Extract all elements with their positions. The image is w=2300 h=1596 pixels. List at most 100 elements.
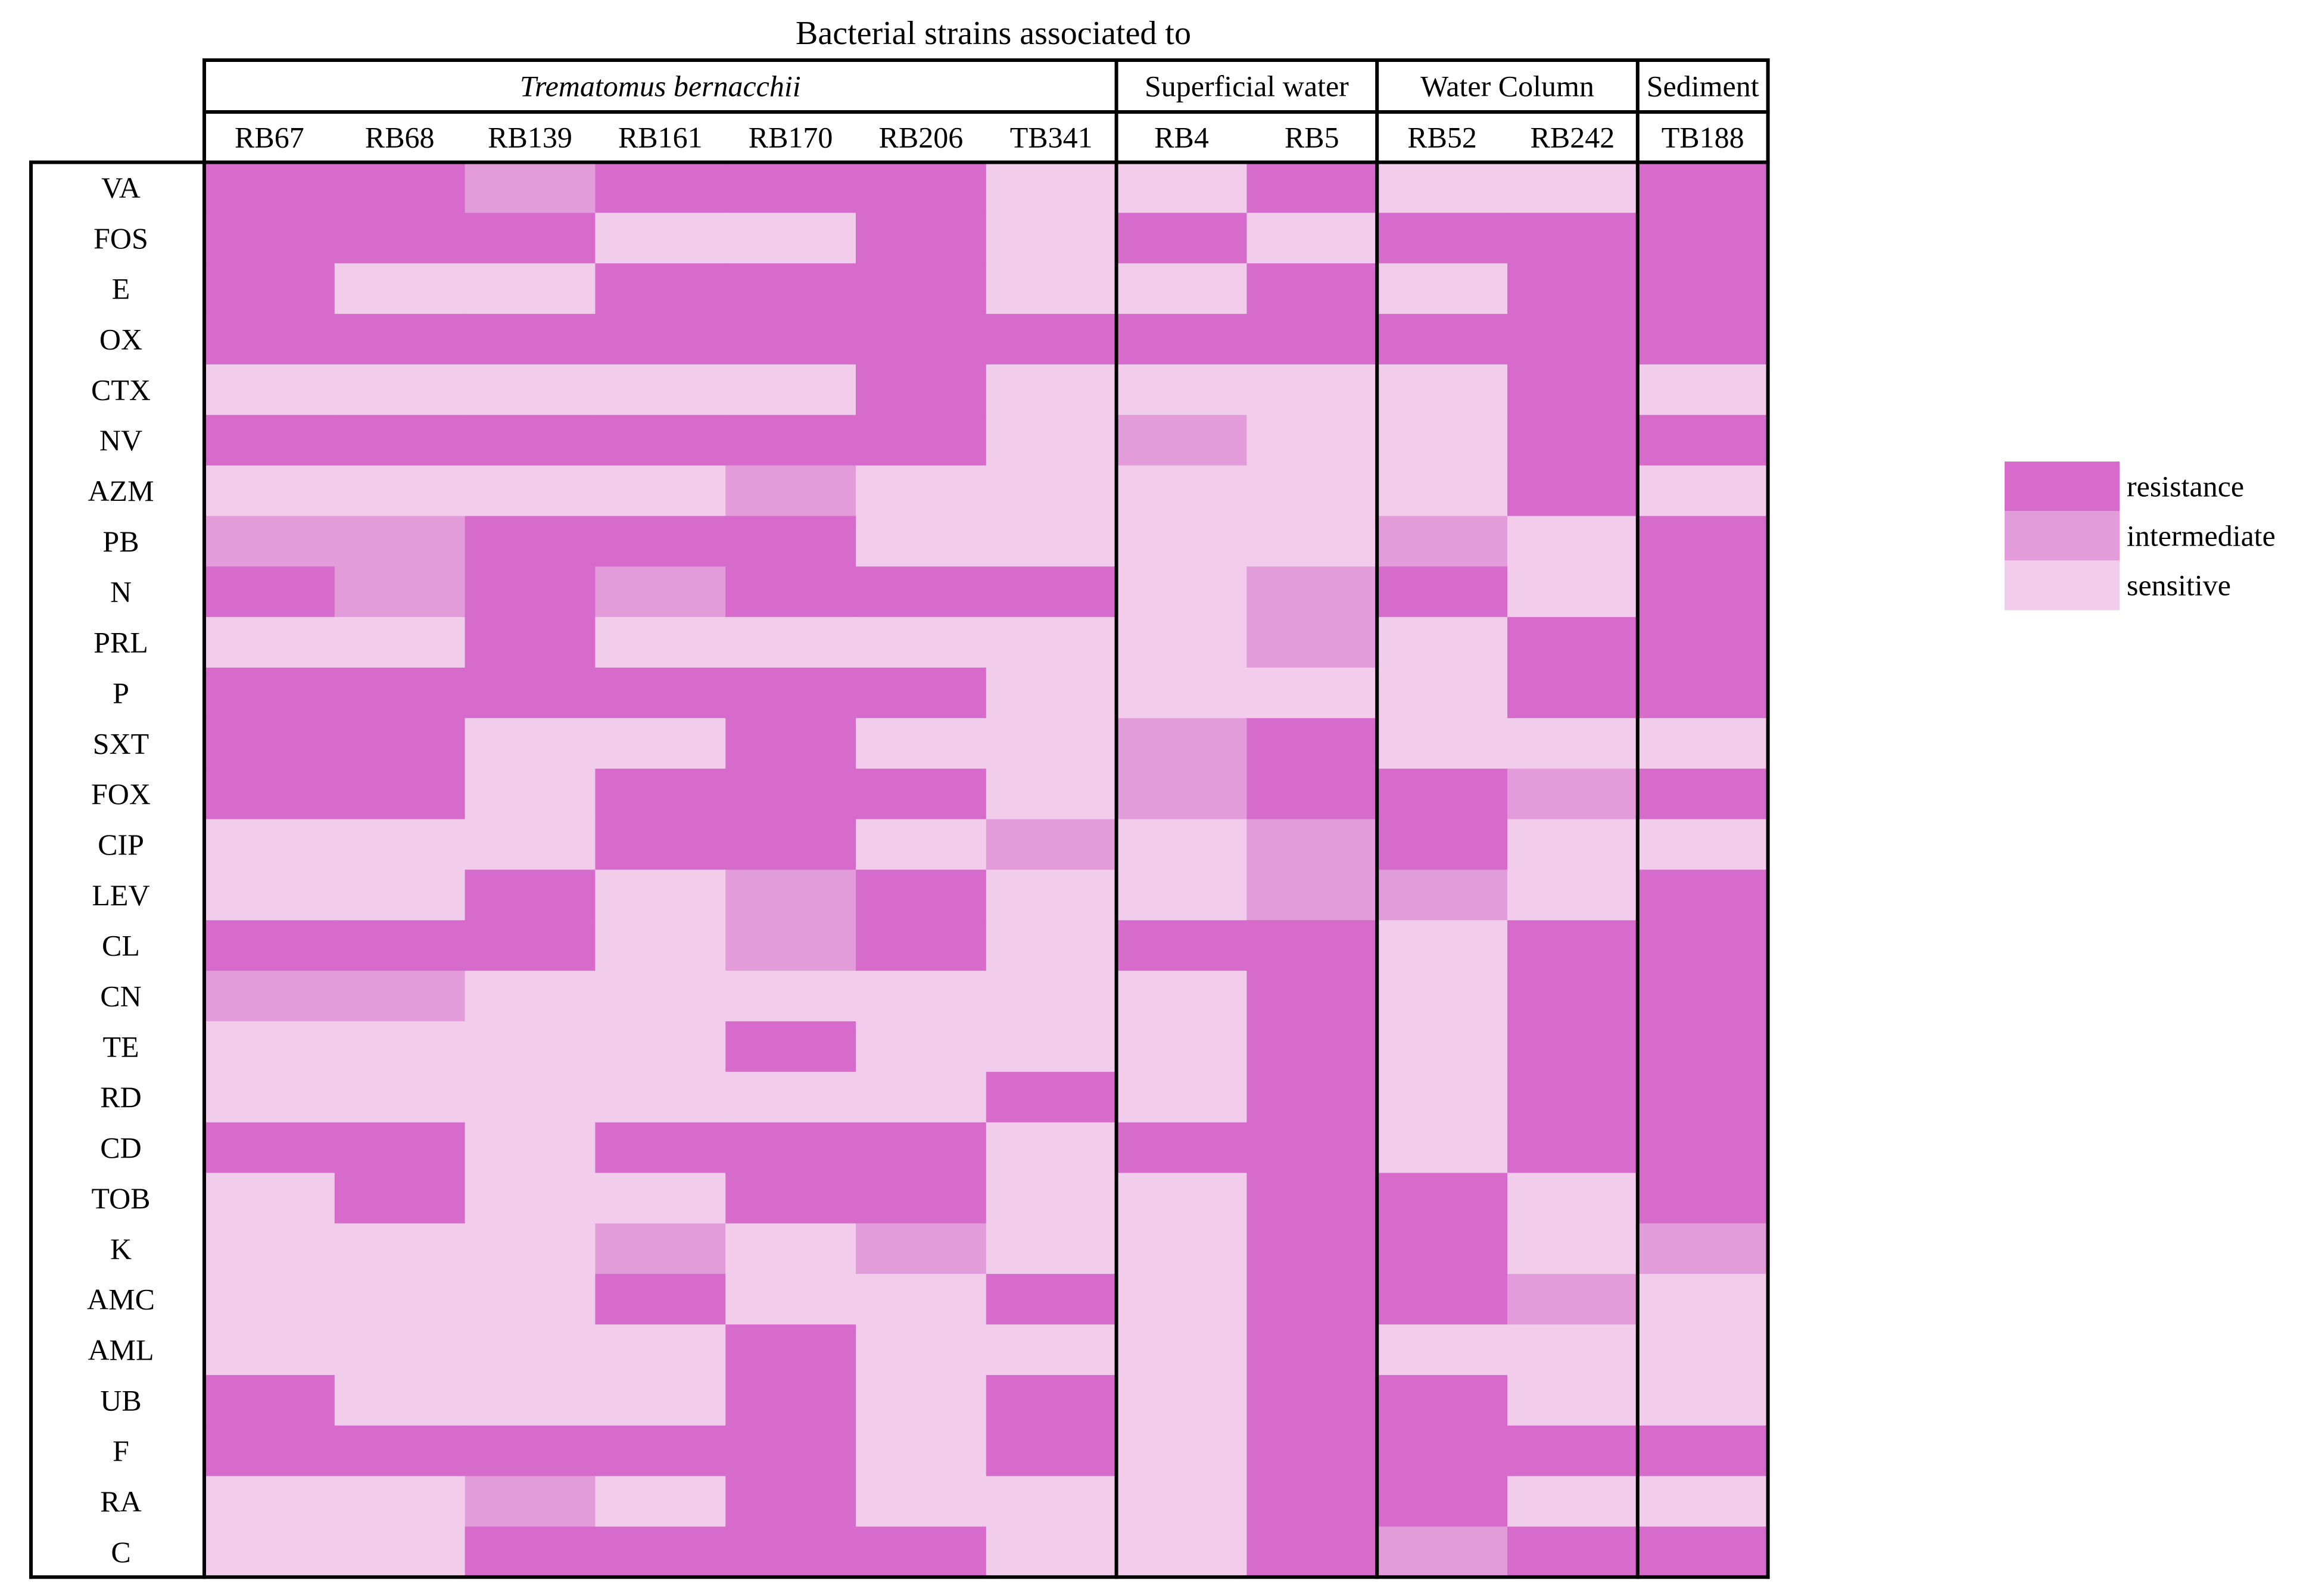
- heatmap-cell-cn-rb52: [1377, 971, 1508, 1022]
- heatmap-cell-c-rb242: [1507, 1526, 1638, 1578]
- heatmap-cell-cip-rb67: [204, 819, 335, 870]
- heatmap-cell-azm-tb341: [986, 465, 1117, 517]
- heatmap-cell-ra-rb170: [725, 1476, 856, 1528]
- legend-label-intermediate: intermediate: [2127, 519, 2276, 553]
- heatmap-cell-azm-rb52: [1377, 465, 1508, 517]
- heatmap-cell-cd-tb341: [986, 1122, 1117, 1174]
- heatmap-cell-cl-rb68: [334, 920, 466, 971]
- heatmap-cell-sxt-rb139: [465, 718, 596, 769]
- row-label-pb: PB: [102, 525, 139, 558]
- heatmap-cell-va-rb67: [204, 162, 335, 213]
- legend-swatch-sensitive: [2005, 560, 2120, 610]
- heatmap-cell-rd-rb139: [465, 1071, 596, 1123]
- heatmap-cell-n-tb341: [986, 566, 1117, 618]
- heatmap-cell-p-rb170: [725, 668, 856, 719]
- heatmap-cell-cl-rb161: [595, 920, 726, 971]
- heatmap-cell-lev-tb188: [1637, 869, 1769, 921]
- heatmap-cell-prl-rb161: [595, 617, 726, 668]
- heatmap-cell-fox-rb5: [1246, 768, 1377, 820]
- heatmap-cell-ctx-tb341: [986, 364, 1117, 416]
- heatmap-cell-prl-rb4: [1116, 617, 1247, 668]
- heatmap-cell-cn-tb341: [986, 971, 1117, 1022]
- heatmap-cell-cn-rb4: [1116, 971, 1247, 1022]
- heatmap-cell-azm-rb4: [1116, 465, 1247, 517]
- heatmap-cell-rd-tb188: [1637, 1071, 1769, 1123]
- heatmap-cell-nv-rb5: [1246, 414, 1377, 466]
- heatmap-cell-pb-tb188: [1637, 516, 1769, 567]
- heatmap-cell-prl-rb67: [204, 617, 335, 668]
- heatmap-cell-va-tb341: [986, 162, 1117, 213]
- heatmap-cell-cn-tb188: [1637, 971, 1769, 1022]
- heatmap-cell-e-rb5: [1246, 263, 1377, 314]
- heatmap-cell-ox-rb4: [1116, 314, 1247, 365]
- heatmap-cell-azm-rb161: [595, 465, 726, 517]
- column-header-rb52: RB52: [1407, 120, 1477, 154]
- heatmap-cell-nv-rb68: [334, 414, 466, 466]
- heatmap-cell-amc-rb139: [465, 1274, 596, 1325]
- heatmap-cell-fox-rb4: [1116, 768, 1247, 820]
- heatmap-cell-rd-rb67: [204, 1071, 335, 1123]
- heatmap-cell-cn-rb67: [204, 971, 335, 1022]
- heatmap-cell-lev-rb67: [204, 869, 335, 921]
- heatmap-cell-ox-rb68: [334, 314, 466, 365]
- heatmap-cell-sxt-rb161: [595, 718, 726, 769]
- heatmap-cell-e-rb139: [465, 263, 596, 314]
- heatmap-cell-ctx-rb170: [725, 364, 856, 416]
- heatmap-cell-rd-rb4: [1116, 1071, 1247, 1123]
- heatmap-cell-nv-rb4: [1116, 414, 1247, 466]
- heatmap-cell-tob-rb4: [1116, 1173, 1247, 1224]
- heatmap-cell-fos-rb206: [856, 213, 987, 264]
- heatmap-cell-ub-tb188: [1637, 1374, 1769, 1426]
- heatmap-cell-p-rb5: [1246, 668, 1377, 719]
- row-label-sxt: SXT: [93, 727, 149, 760]
- heatmap-cell-te-rb139: [465, 1021, 596, 1073]
- heatmap-cell-azm-rb5: [1246, 465, 1377, 517]
- heatmap-cell-cip-tb188: [1637, 819, 1769, 870]
- heatmap-cell-k-rb242: [1507, 1223, 1638, 1274]
- heatmap-cell-fos-rb242: [1507, 213, 1638, 264]
- heatmap-cell-te-rb68: [334, 1021, 466, 1073]
- heatmap-cell-c-rb67: [204, 1526, 335, 1578]
- heatmap-cell-nv-rb52: [1377, 414, 1508, 466]
- heatmap-cell-p-rb161: [595, 668, 726, 719]
- heatmap-cell-fox-rb242: [1507, 768, 1638, 820]
- heatmap-cell-rd-rb68: [334, 1071, 466, 1123]
- row-label-ctx: CTX: [91, 373, 151, 406]
- heatmap-cell-n-rb67: [204, 566, 335, 618]
- heatmap-cell-c-tb188: [1637, 1526, 1769, 1578]
- row-label-lev: LEV: [92, 878, 149, 912]
- heatmap-cell-pb-rb52: [1377, 516, 1508, 567]
- heatmap-cell-cip-rb161: [595, 819, 726, 870]
- heatmap-cell-p-rb4: [1116, 668, 1247, 719]
- heatmap-cell-e-rb170: [725, 263, 856, 314]
- heatmap-cell-pb-rb161: [595, 516, 726, 567]
- heatmap-cell-aml-rb139: [465, 1324, 596, 1376]
- heatmap-cell-cip-rb68: [334, 819, 466, 870]
- heatmap-cell-va-rb139: [465, 162, 596, 213]
- heatmap-cell-fos-rb161: [595, 213, 726, 264]
- heatmap-cell-nv-rb161: [595, 414, 726, 466]
- heatmap-cell-azm-rb67: [204, 465, 335, 517]
- heatmap-cell-ra-rb67: [204, 1476, 335, 1528]
- heatmap-cell-ub-rb170: [725, 1374, 856, 1426]
- heatmap-cell-prl-rb139: [465, 617, 596, 668]
- heatmap-cell-e-rb206: [856, 263, 987, 314]
- heatmap-cell-cd-rb4: [1116, 1122, 1247, 1174]
- heatmap-cell-cd-rb161: [595, 1122, 726, 1174]
- heatmap-cell-sxt-tb188: [1637, 718, 1769, 769]
- heatmap-cell-ub-rb242: [1507, 1374, 1638, 1426]
- heatmap-cell-fox-rb170: [725, 768, 856, 820]
- heatmap-cell-nv-rb170: [725, 414, 856, 466]
- heatmap-cell-va-rb5: [1246, 162, 1377, 213]
- heatmap-cell-te-rb67: [204, 1021, 335, 1073]
- heatmap-cell-aml-rb52: [1377, 1324, 1508, 1376]
- row-label-f: F: [113, 1434, 129, 1467]
- column-header-rb67: RB67: [235, 120, 304, 154]
- heatmap-cell-cd-rb170: [725, 1122, 856, 1174]
- heatmap-cell-ox-rb170: [725, 314, 856, 365]
- row-label-nv: NV: [99, 423, 142, 457]
- heatmap-cell-n-tb188: [1637, 566, 1769, 618]
- column-header-rb68: RB68: [365, 120, 435, 154]
- column-header-tb188: TB188: [1662, 120, 1744, 154]
- heatmap-cell-nv-tb188: [1637, 414, 1769, 466]
